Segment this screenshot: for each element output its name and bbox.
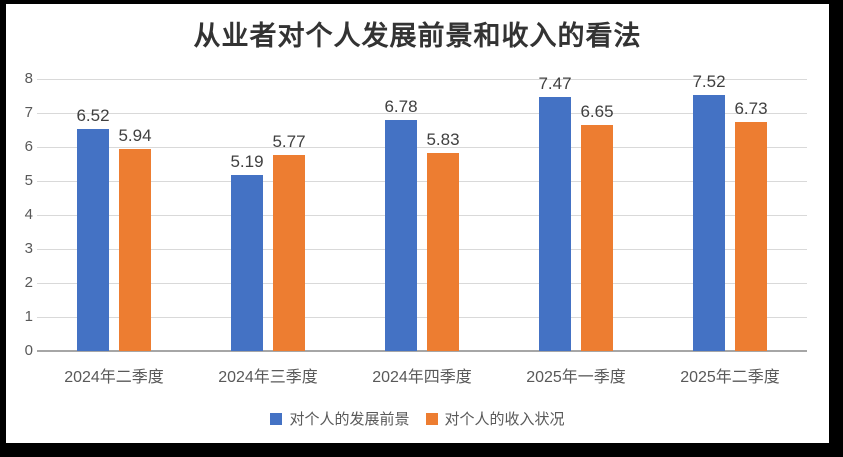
data-label: 5.83 <box>426 129 460 149</box>
y-axis-tick-label: 5 <box>24 172 33 189</box>
legend-label: 对个人的发展前景 <box>289 411 410 428</box>
data-label: 6.78 <box>384 97 418 117</box>
gridline <box>37 317 807 318</box>
gridline <box>37 215 807 216</box>
data-label: 5.19 <box>230 151 264 171</box>
y-axis-tick-label: 4 <box>24 206 33 223</box>
bar-series1-cat4 <box>539 97 571 351</box>
bar-series1-cat5 <box>693 95 725 351</box>
y-axis-tick-label: 0 <box>24 342 33 359</box>
bar-series2-cat5 <box>735 122 767 351</box>
legend: 对个人的发展前景 对个人的收入状况 <box>6 408 829 429</box>
gridline <box>37 181 807 182</box>
chart-panel: 从业者对个人发展前景和收入的看法 0 1 2 3 4 5 6 7 8 6.52 5.94 2024年二… <box>6 4 829 443</box>
data-label: 6.73 <box>734 99 768 119</box>
data-label: 7.47 <box>538 74 572 94</box>
bar-series2-cat4 <box>581 124 613 351</box>
x-axis-category-label: 2024年四季度 <box>372 369 472 386</box>
bar-series1-cat3 <box>385 120 417 351</box>
data-label: 6.52 <box>76 106 110 126</box>
legend-swatch-icon <box>425 412 438 425</box>
y-axis-tick-label: 6 <box>24 138 33 155</box>
data-label: 7.52 <box>692 72 726 92</box>
bar-series2-cat2 <box>273 154 305 351</box>
legend-item-series2: 对个人的收入状况 <box>425 408 565 429</box>
bar-series2-cat3 <box>427 152 459 351</box>
y-axis-tick-label: 1 <box>24 308 33 325</box>
x-axis-category-label: 2024年三季度 <box>218 369 318 386</box>
legend-swatch-icon <box>270 412 283 425</box>
y-axis-tick-label: 3 <box>24 240 33 257</box>
y-axis-tick-label: 8 <box>24 70 33 87</box>
data-label: 5.77 <box>272 131 306 151</box>
x-axis-category-label: 2025年二季度 <box>680 369 780 386</box>
gridline <box>37 249 807 250</box>
gridline <box>37 147 807 148</box>
x-axis-category-label: 2025年一季度 <box>526 369 626 386</box>
legend-label: 对个人的收入状况 <box>444 411 565 428</box>
x-axis-line <box>37 350 807 352</box>
gridline <box>37 283 807 284</box>
gridline <box>37 79 807 80</box>
x-axis-category-label: 2024年二季度 <box>64 369 164 386</box>
gridline <box>37 113 807 114</box>
bar-series1-cat1 <box>77 129 109 351</box>
y-axis-tick-label: 2 <box>24 274 33 291</box>
legend-item-series1: 对个人的发展前景 <box>270 408 410 429</box>
chart-title: 从业者对个人发展前景和收入的看法 <box>193 21 642 51</box>
bar-series1-cat2 <box>231 174 263 351</box>
data-label: 6.65 <box>580 101 614 121</box>
y-axis-tick-label: 7 <box>24 104 33 121</box>
data-label: 5.94 <box>118 126 152 146</box>
bar-series2-cat1 <box>119 149 151 351</box>
